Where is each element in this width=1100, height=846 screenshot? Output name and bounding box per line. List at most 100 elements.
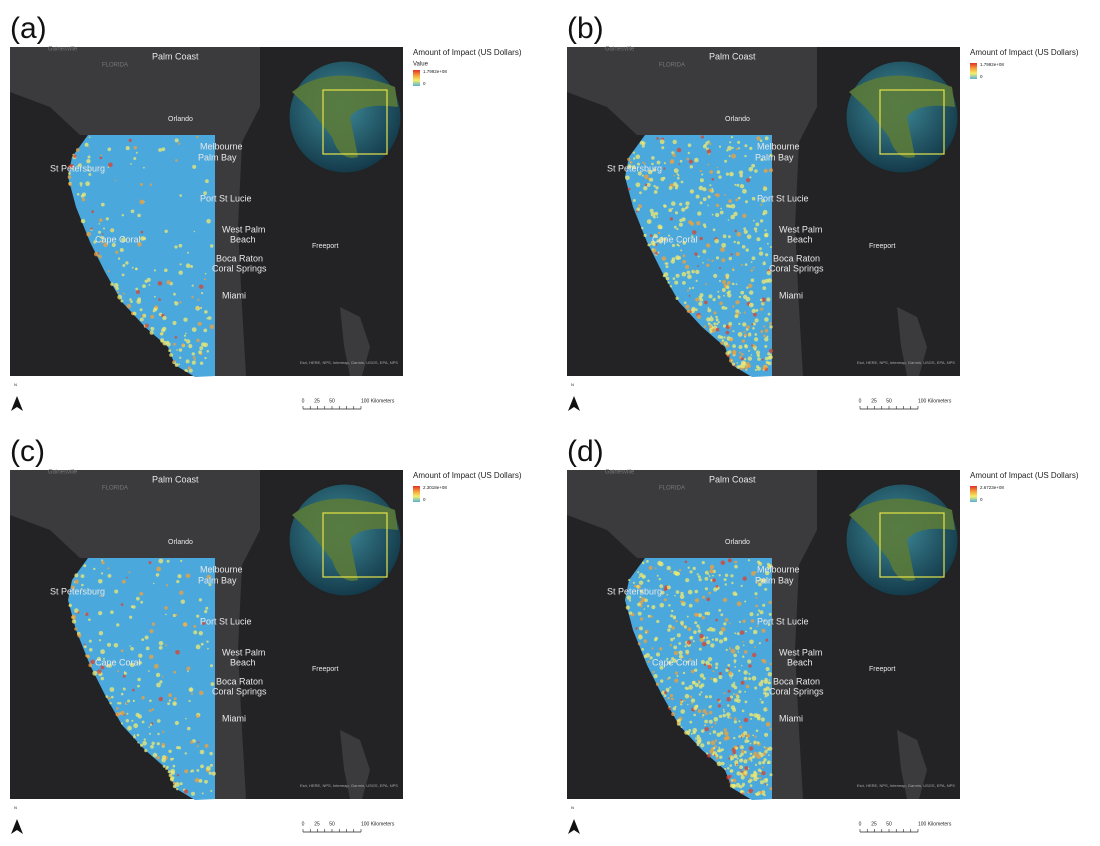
- impact-cell: [711, 726, 713, 728]
- impact-cell: [763, 325, 765, 327]
- impact-cell: [746, 287, 748, 289]
- impact-cell: [730, 338, 733, 341]
- impact-cell: [674, 226, 677, 229]
- impact-cell: [760, 308, 763, 311]
- impact-cell: [763, 187, 767, 191]
- impact-cell: [765, 695, 767, 697]
- impact-cell: [718, 675, 722, 679]
- impact-cell: [682, 217, 686, 221]
- impact-cell: [732, 147, 734, 149]
- impact-cell: [83, 564, 86, 567]
- city-label: Miami: [779, 290, 803, 300]
- impact-cell: [761, 629, 765, 633]
- impact-cell: [709, 695, 712, 698]
- scale-label: 25: [871, 398, 877, 404]
- impact-cell: [764, 337, 768, 341]
- impact-cell: [664, 691, 667, 694]
- impact-cell: [763, 794, 766, 797]
- impact-cell: [642, 145, 645, 148]
- city-label: Boca Raton: [216, 676, 263, 686]
- impact-cell: [730, 574, 733, 577]
- impact-cell: [705, 587, 708, 590]
- impact-cell: [723, 709, 725, 711]
- north-label: N: [571, 805, 574, 810]
- legend-subtitle: Value: [413, 62, 429, 68]
- impact-cell: [91, 210, 94, 213]
- impact-cell: [687, 704, 689, 706]
- impact-cell: [717, 699, 720, 702]
- impact-cell: [700, 170, 702, 172]
- impact-cell: [189, 687, 194, 692]
- impact-cell: [180, 560, 182, 562]
- legend-max: 1.7992e+08: [980, 62, 1004, 67]
- impact-cell: [158, 298, 161, 301]
- impact-cell: [727, 704, 730, 707]
- impact-cell: [210, 244, 213, 247]
- impact-cell: [709, 189, 712, 192]
- impact-cell: [706, 640, 710, 644]
- impact-cell: [657, 575, 659, 577]
- impact-cell: [210, 325, 215, 330]
- impact-cell: [744, 771, 748, 775]
- impact-cell: [116, 712, 120, 716]
- impact-cell: [644, 175, 649, 180]
- impact-cell: [721, 258, 725, 262]
- impact-cell: [201, 292, 203, 294]
- impact-cell: [695, 590, 699, 594]
- impact-cell: [746, 248, 749, 251]
- impact-cell: [716, 193, 720, 197]
- impact-cell: [699, 742, 701, 744]
- impact-cell: [739, 351, 741, 353]
- impact-cell: [674, 651, 678, 655]
- impact-cell: [742, 245, 746, 249]
- impact-cell: [749, 303, 754, 308]
- impact-cell: [156, 683, 161, 688]
- impact-cell: [737, 362, 739, 364]
- impact-cell: [209, 772, 212, 775]
- impact-cell: [185, 752, 187, 754]
- impact-cell: [636, 182, 641, 187]
- impact-cell: [710, 705, 712, 707]
- impact-cell: [174, 697, 177, 700]
- impact-cell: [123, 688, 126, 691]
- city-label: St Petersburg: [607, 586, 662, 596]
- impact-cell: [735, 314, 739, 318]
- impact-cell: [729, 622, 731, 624]
- impact-cell: [192, 352, 195, 355]
- impact-cell: [742, 214, 746, 218]
- impact-cell: [173, 293, 176, 296]
- impact-cell: [184, 335, 186, 337]
- impact-cell: [659, 578, 661, 580]
- impact-cell: [770, 773, 773, 776]
- city-label: Miami: [222, 290, 246, 300]
- impact-cell: [186, 667, 190, 671]
- impact-cell: [705, 727, 709, 731]
- impact-cell: [638, 635, 643, 640]
- impact-cell: [733, 352, 737, 356]
- impact-cell: [122, 580, 126, 584]
- impact-cell: [704, 720, 708, 724]
- impact-cell: [674, 168, 679, 173]
- impact-cell: [737, 758, 739, 760]
- impact-cell: [675, 573, 677, 575]
- impact-cell: [755, 318, 759, 322]
- impact-cell: [204, 310, 208, 314]
- city-label: Freeport: [869, 666, 896, 673]
- impact-cell: [741, 750, 744, 753]
- impact-cell: [769, 168, 773, 172]
- impact-cell: [749, 612, 753, 616]
- impact-cell: [748, 559, 750, 561]
- impact-cell: [746, 362, 749, 365]
- impact-cell: [673, 182, 677, 186]
- city-label: Palm Coast: [709, 51, 756, 61]
- impact-cell: [709, 627, 714, 632]
- impact-cell: [101, 561, 104, 564]
- impact-cell: [137, 734, 140, 737]
- impact-cell: [121, 603, 124, 606]
- impact-cell: [141, 638, 144, 641]
- impact-cell: [179, 194, 182, 197]
- impact-cell: [199, 631, 203, 635]
- impact-cell: [732, 784, 736, 788]
- impact-cell: [716, 318, 719, 321]
- impact-cell: [88, 156, 91, 159]
